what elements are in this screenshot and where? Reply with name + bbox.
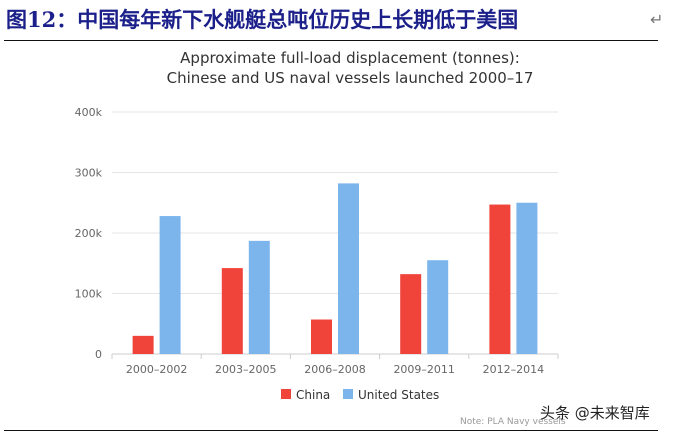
caption-divider bbox=[4, 40, 658, 41]
watermark: 头条 @未来智库 bbox=[540, 404, 650, 422]
y-tick-label: 300k bbox=[75, 167, 103, 180]
return-mark-icon: ↵ bbox=[650, 10, 664, 29]
x-tick-label: 2009–2011 bbox=[393, 363, 455, 376]
legend-united-states-label: United States bbox=[358, 388, 439, 402]
legend-china-swatch bbox=[281, 389, 291, 399]
y-tick-label: 0 bbox=[95, 348, 102, 361]
x-tick-label: 2000–2002 bbox=[126, 363, 188, 376]
chart-subtitle: Chinese and US naval vessels launched 20… bbox=[166, 69, 534, 87]
bottom-divider bbox=[4, 430, 658, 431]
chart-title-block: Approximate full-load displacement (tonn… bbox=[110, 48, 590, 88]
bar-united-states bbox=[338, 183, 359, 354]
bar-united-states bbox=[248, 240, 270, 354]
bar-united-states bbox=[427, 260, 449, 354]
y-tick-label: 400k bbox=[75, 106, 103, 119]
bar-china bbox=[311, 319, 332, 354]
x-tick-label: 2006–2008 bbox=[304, 363, 366, 376]
chart-note: Note: PLA Navy vessels bbox=[460, 417, 566, 427]
y-tick-label: 100k bbox=[75, 288, 103, 301]
bar-china bbox=[400, 274, 422, 354]
x-tick-label: 2012–2014 bbox=[483, 363, 545, 376]
bar-united-states bbox=[516, 202, 538, 354]
legend-china-label: China bbox=[296, 388, 330, 402]
bar-united-states bbox=[159, 216, 181, 354]
bar-china bbox=[132, 335, 154, 354]
y-tick-label: 200k bbox=[75, 227, 103, 240]
bar-china bbox=[489, 204, 511, 354]
legend-united-states-swatch bbox=[343, 389, 353, 399]
chart-title: Approximate full-load displacement (tonn… bbox=[180, 49, 520, 67]
figure-caption: 图12：中国每年新下水舰艇总吨位历史上长期低于美国 bbox=[6, 7, 519, 32]
bar-china bbox=[221, 268, 243, 354]
x-tick-label: 2003–2005 bbox=[215, 363, 277, 376]
